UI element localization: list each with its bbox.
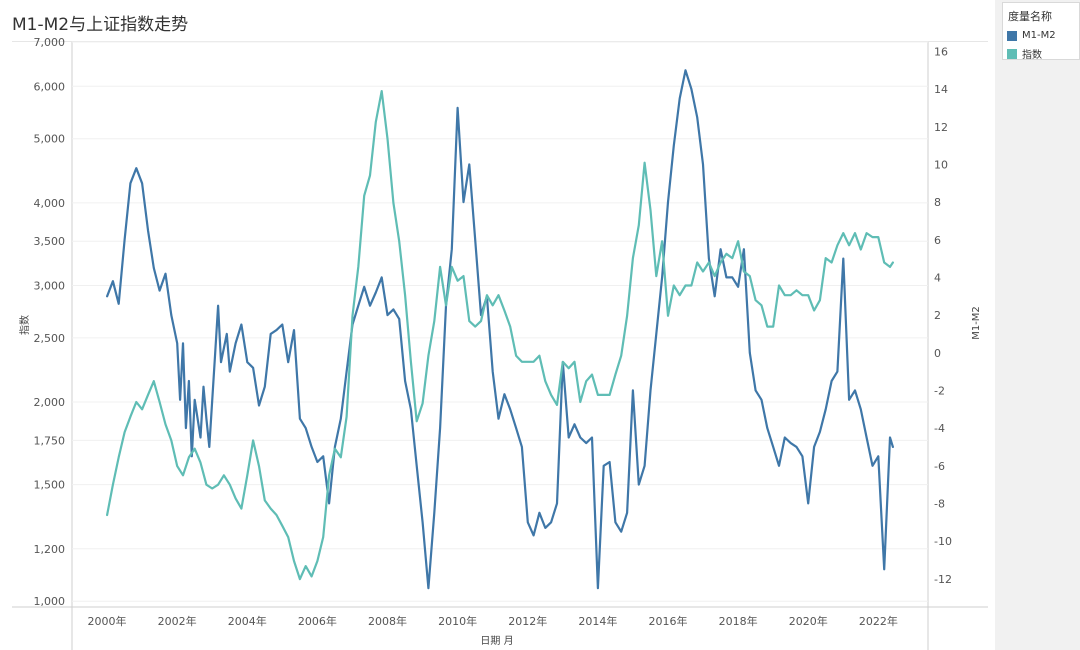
x-tick-label: 2016年 [648,614,687,628]
x-tick-label: 2020年 [789,614,828,628]
right-axis-ticks: -12 -10 -8 -6 -4 -2 0 2 4 6 8 10 12 14 16 [934,45,952,585]
right-tick-label: 14 [934,83,948,96]
right-tick-label: -10 [934,535,952,548]
x-tick-label: 2006年 [298,614,337,628]
left-tick-label: 3,500 [34,235,66,248]
right-tick-label: 8 [934,196,941,209]
x-tick-label: 2010年 [438,614,477,628]
x-tick-label: 2018年 [719,614,758,628]
left-tick-label: 1,200 [34,543,66,556]
right-tick-label: -12 [934,573,952,586]
x-tick-label: 2004年 [228,614,267,628]
x-tick-label: 2012年 [508,614,547,628]
x-tick-label: 2022年 [859,614,898,628]
right-tick-label: 16 [934,45,948,58]
right-tick-label: 12 [934,121,948,134]
left-axis-title-group: 指数 [18,315,31,335]
left-tick-label: 2,000 [34,396,66,409]
side-panel [995,0,1080,650]
right-axis-title: M1-M2 [971,306,982,340]
x-axis-title: 日期 月 [480,635,513,647]
legend-swatch-index [1007,48,1017,59]
left-axis-ticks: 1,000 1,200 1,500 1,750 2,000 2,500 3,000 3,500… [34,36,66,608]
right-tick-label: -8 [934,497,945,510]
series-line-m1m2 [105,69,895,590]
x-tick-label: 2014年 [578,614,617,628]
legend-label-m1m2: M1-M2 [1022,30,1056,41]
left-tick-label: 4,000 [34,197,66,210]
x-tick-label: 2008年 [368,614,407,628]
right-tick-label: 10 [934,158,948,171]
left-tick-label: 7,000 [34,36,66,49]
x-tick-label: 2002年 [158,614,197,628]
x-tick-label: 2000年 [88,614,127,628]
legend-swatch-m1m2 [1007,30,1017,41]
legend-item-m1m2[interactable]: M1-M2 [1007,30,1056,41]
left-tick-label: 1,500 [34,479,66,492]
legend-title: 度量名称 [1008,10,1052,23]
x-axis-ticks: 2000年 2002年 2004年 2006年 2008年 2010年 2012年 2014年… [88,614,898,628]
gridlines [72,41,928,602]
right-tick-label: -2 [934,384,945,397]
right-tick-label: -4 [934,422,945,435]
series-line-index [105,89,895,581]
series-group [105,69,895,590]
right-tick-label: 0 [934,347,941,360]
legend-label-index: 指数 [1022,50,1042,61]
left-tick-label: 5,000 [34,133,66,146]
left-tick-label: 1,750 [34,434,66,447]
right-tick-label: 4 [934,271,941,284]
chart-title: M1-M2与上证指数走势 [12,15,189,35]
right-axis-title-group: M1-M2 [971,306,982,340]
legend-item-index[interactable]: 指数 [1007,46,1042,61]
left-tick-label: 6,000 [34,80,66,93]
left-tick-label: 1,000 [34,595,66,608]
left-tick-label: 2,500 [34,332,66,345]
left-tick-label: 3,000 [34,279,66,292]
right-tick-label: 6 [934,234,941,247]
left-axis-title: 指数 [18,315,31,335]
right-tick-label: -6 [934,460,945,473]
legend: 度量名称 M1-M2 指数 [1002,2,1080,61]
right-tick-label: 2 [934,309,941,322]
